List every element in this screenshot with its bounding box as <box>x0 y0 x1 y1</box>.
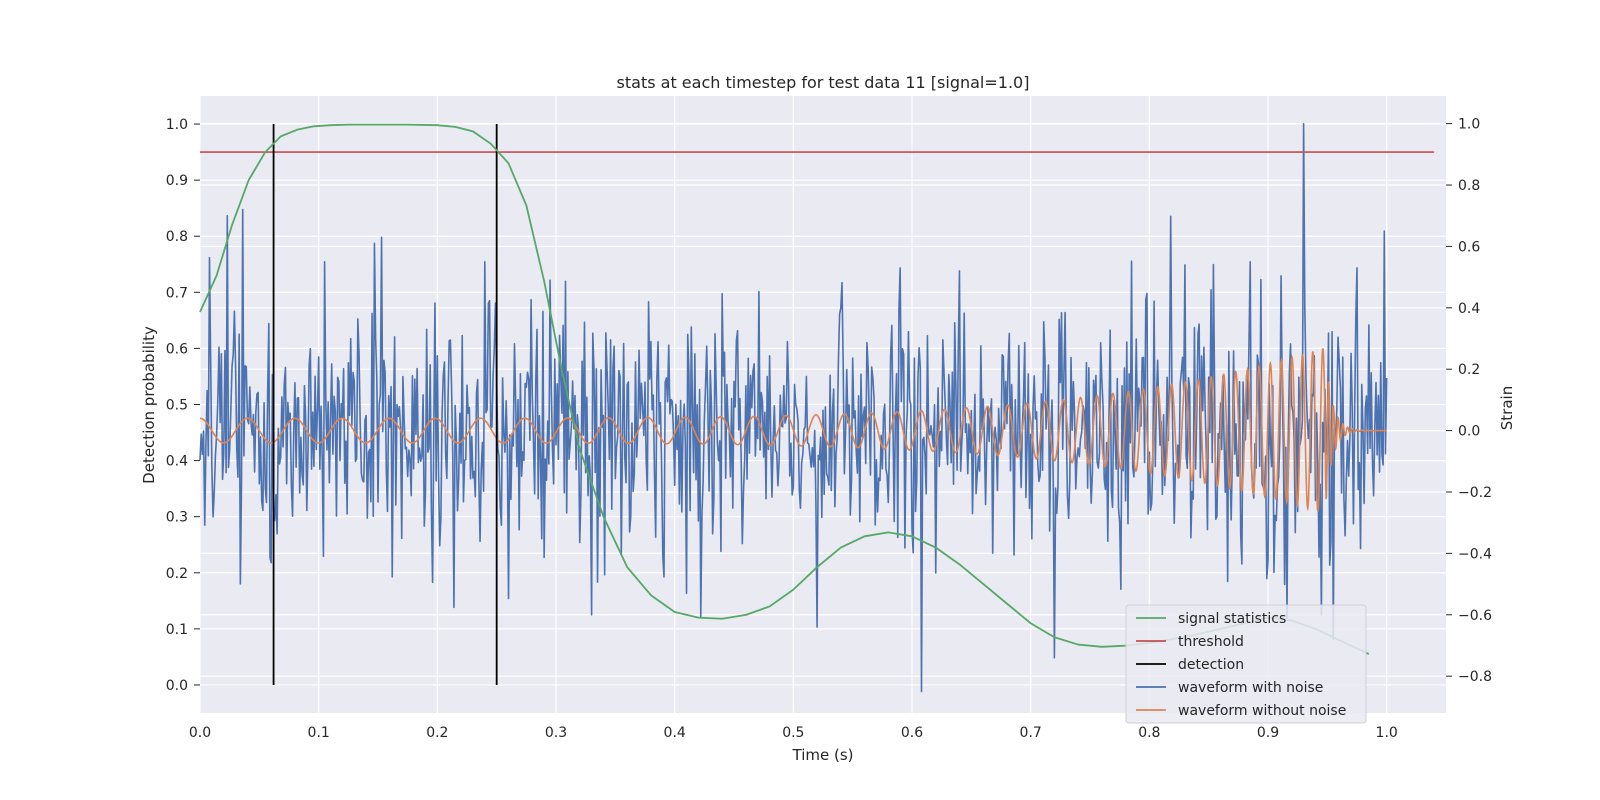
y-tick-label: 0.3 <box>166 510 188 526</box>
y-tick-label: 0.0 <box>166 678 188 694</box>
x-tick-label: 0.1 <box>308 725 330 741</box>
x-axis-label: Time (s) <box>792 746 854 764</box>
x-axis: 0.0 0.1 0.2 0.3 0.4 0.5 0.6 0.7 0.8 0.9 1.0 <box>189 725 1398 741</box>
legend: signal statistics threshold detection wavef… <box>1125 604 1367 724</box>
x-tick-label: 0.8 <box>1138 725 1160 741</box>
y2-tick-label: 0.2 <box>1458 362 1480 378</box>
x-tick-label: 0.7 <box>1020 725 1042 741</box>
y2-axis-label: Strain <box>1498 386 1516 430</box>
x-tick-label: 0.6 <box>901 725 923 741</box>
y-axis-label: Detection probability <box>140 326 158 484</box>
y-tick-label: 0.7 <box>166 285 188 301</box>
y2-tick-label: −0.8 <box>1458 669 1492 685</box>
y2-tick-label: 0.4 <box>1458 301 1480 317</box>
y-axis-right: −0.8 −0.6 −0.4 −0.2 0.0 0.2 0.4 0.6 0.8 1.0 <box>1446 117 1492 685</box>
x-tick-label: 0.2 <box>426 725 448 741</box>
legend-label: detection <box>1178 657 1244 673</box>
y-tick-label: 0.6 <box>166 341 188 357</box>
y-tick-label: 0.5 <box>166 398 188 414</box>
y2-tick-label: 0.8 <box>1458 178 1480 194</box>
y-tick-label: 1.0 <box>166 117 188 133</box>
y2-tick-label: 0.0 <box>1458 424 1480 440</box>
legend-box <box>1125 604 1367 724</box>
legend-label: waveform without noise <box>1178 703 1346 719</box>
legend-label: signal statistics <box>1178 611 1286 627</box>
x-tick-label: 0.0 <box>189 725 211 741</box>
x-tick-label: 0.5 <box>782 725 804 741</box>
x-tick-label: 0.9 <box>1257 725 1279 741</box>
y-tick-label: 0.4 <box>166 454 188 470</box>
y-tick-label: 0.8 <box>166 229 188 245</box>
legend-label: waveform with noise <box>1178 680 1323 696</box>
y-axis-left: 0.0 0.1 0.2 0.3 0.4 0.5 0.6 0.7 0.8 0.9 1.0 <box>166 117 200 694</box>
y2-tick-label: 0.6 <box>1458 239 1480 255</box>
x-tick-label: 0.4 <box>664 725 686 741</box>
series-waveform-without-noise <box>199 348 1387 512</box>
y2-tick-label: −0.2 <box>1458 485 1492 501</box>
x-tick-label: 0.3 <box>545 725 567 741</box>
y-tick-label: 0.9 <box>166 173 188 189</box>
series-waveform-with-noise <box>199 122 1388 693</box>
y2-tick-label: 1.0 <box>1458 117 1480 133</box>
x-tick-label: 1.0 <box>1376 725 1398 741</box>
chart-title: stats at each timestep for test data 11 … <box>617 73 1030 92</box>
y-tick-label: 0.1 <box>166 622 188 638</box>
legend-label: threshold <box>1178 634 1244 650</box>
y2-tick-label: −0.4 <box>1458 546 1492 562</box>
y2-tick-label: −0.6 <box>1458 608 1492 624</box>
y-tick-label: 0.2 <box>166 566 188 582</box>
